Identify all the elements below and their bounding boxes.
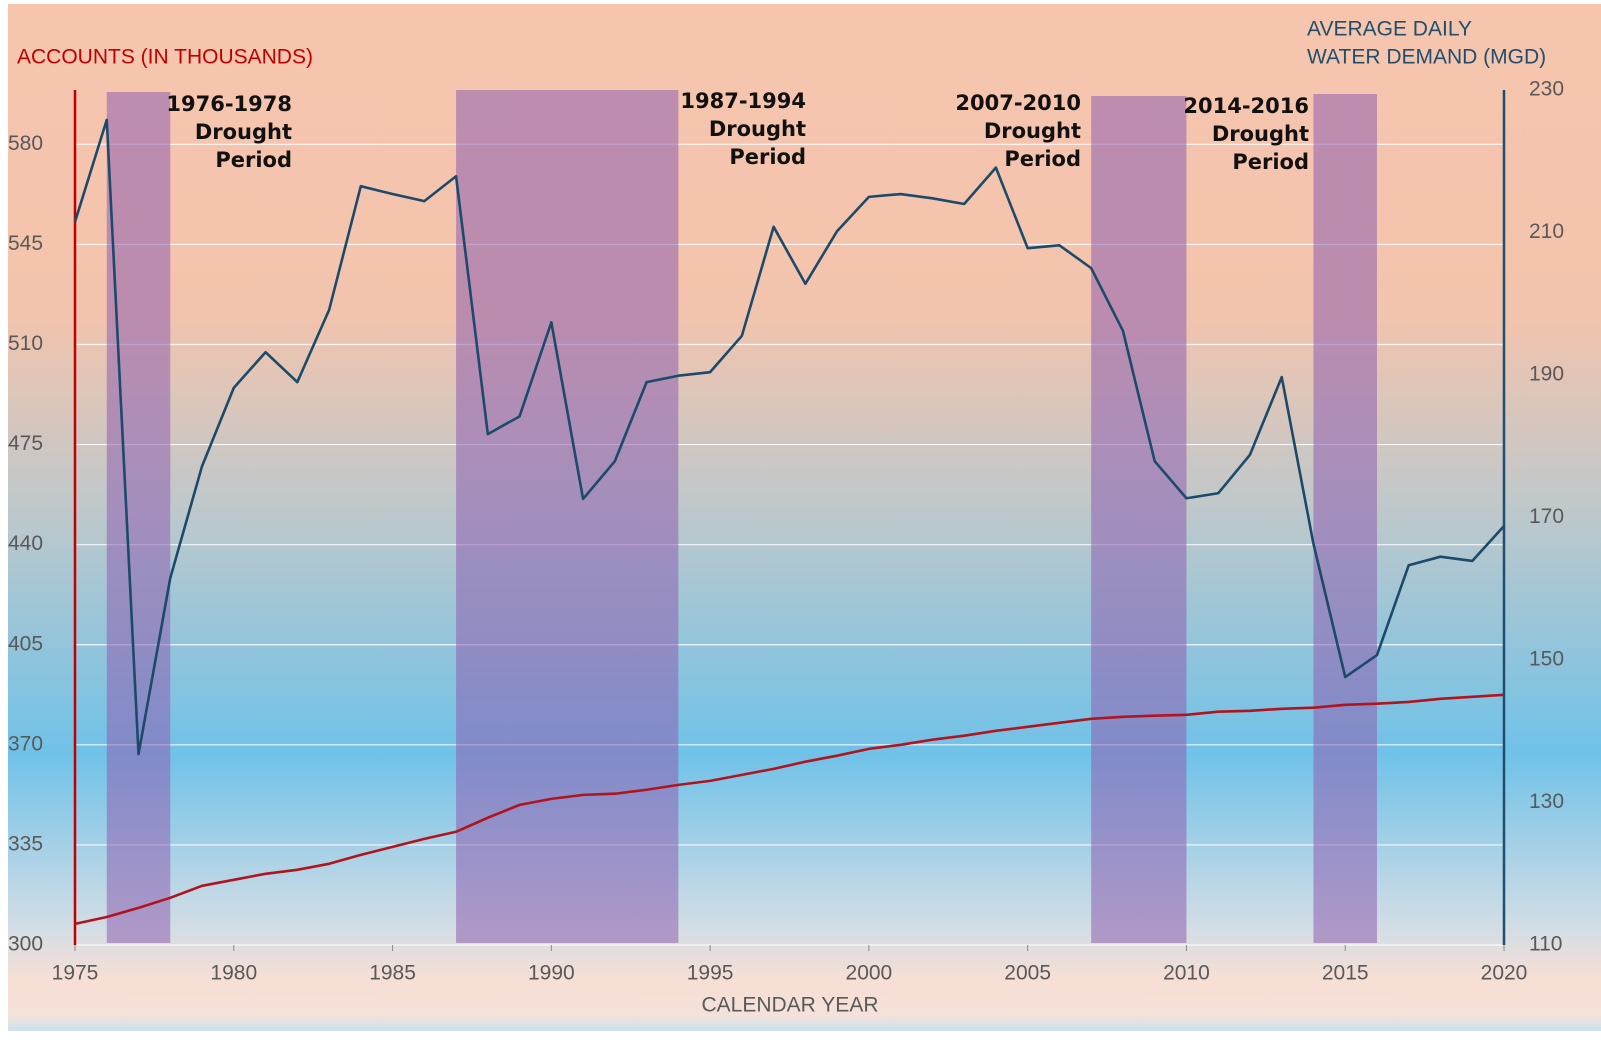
- drought-label: Drought: [984, 119, 1081, 143]
- x-tick-label: 2005: [1004, 962, 1051, 985]
- x-tick-label: 2020: [1481, 962, 1528, 985]
- y-axis-label: ACCOUNTS (IN THOUSANDS): [17, 46, 313, 69]
- drought-label: Drought: [1212, 122, 1309, 146]
- y2-tick-label: 150: [1529, 648, 1564, 671]
- y2-tick-label: 210: [1529, 220, 1564, 243]
- drought-band: [1313, 94, 1377, 943]
- x-tick-label: 1995: [687, 962, 734, 985]
- x-tick-label: 2000: [846, 962, 893, 985]
- x-tick-label: 2015: [1322, 962, 1369, 985]
- drought-label: 2014-2016: [1183, 94, 1309, 118]
- y-tick-label: 510: [8, 332, 43, 355]
- y2-tick-label: 170: [1529, 505, 1564, 528]
- series-line: [74, 693, 1505, 926]
- x-tick-label: 2010: [1163, 962, 1210, 985]
- y2-tick-label: 190: [1529, 363, 1564, 386]
- drought-label: Period: [215, 148, 292, 172]
- drought-label: Period: [1232, 150, 1309, 174]
- drought-label: 1987-1994: [680, 89, 806, 113]
- y-tick-label: 335: [8, 832, 43, 855]
- x-tick-label: 1990: [528, 962, 575, 985]
- drought-label: 1976-1978: [166, 92, 292, 116]
- y2-axis-label: WATER DEMAND (MGD): [1307, 46, 1546, 69]
- y2-axis-label: AVERAGE DAILY: [1307, 18, 1472, 41]
- drought-label: Drought: [709, 117, 806, 141]
- series-line: [73, 118, 1505, 756]
- y-tick-label: 440: [8, 532, 43, 555]
- drought-band: [456, 90, 679, 943]
- y-tick-label: 475: [8, 432, 43, 455]
- drought-label: Period: [729, 145, 806, 169]
- drought-label: 2007-2010: [955, 91, 1081, 115]
- y2-tick-label: 110: [1529, 933, 1562, 956]
- y-tick-label: 370: [8, 732, 43, 755]
- drought-band: [106, 92, 171, 943]
- y-tick-label: 545: [8, 232, 43, 255]
- y2-tick-label: 130: [1529, 790, 1564, 813]
- x-tick-label: 1980: [210, 962, 257, 985]
- y-tick-label: 580: [8, 132, 43, 155]
- x-tick-label: 1985: [369, 962, 416, 985]
- x-axis-label: CALENDAR YEAR: [701, 994, 878, 1017]
- drought-label: Period: [1004, 147, 1081, 171]
- x-tick-label: 1975: [52, 962, 99, 985]
- y-tick-label: 300: [8, 933, 43, 956]
- drought-label: Drought: [195, 120, 292, 144]
- y2-tick-label: 230: [1529, 78, 1564, 101]
- drought-band: [1091, 96, 1187, 943]
- y-tick-label: 405: [8, 632, 43, 655]
